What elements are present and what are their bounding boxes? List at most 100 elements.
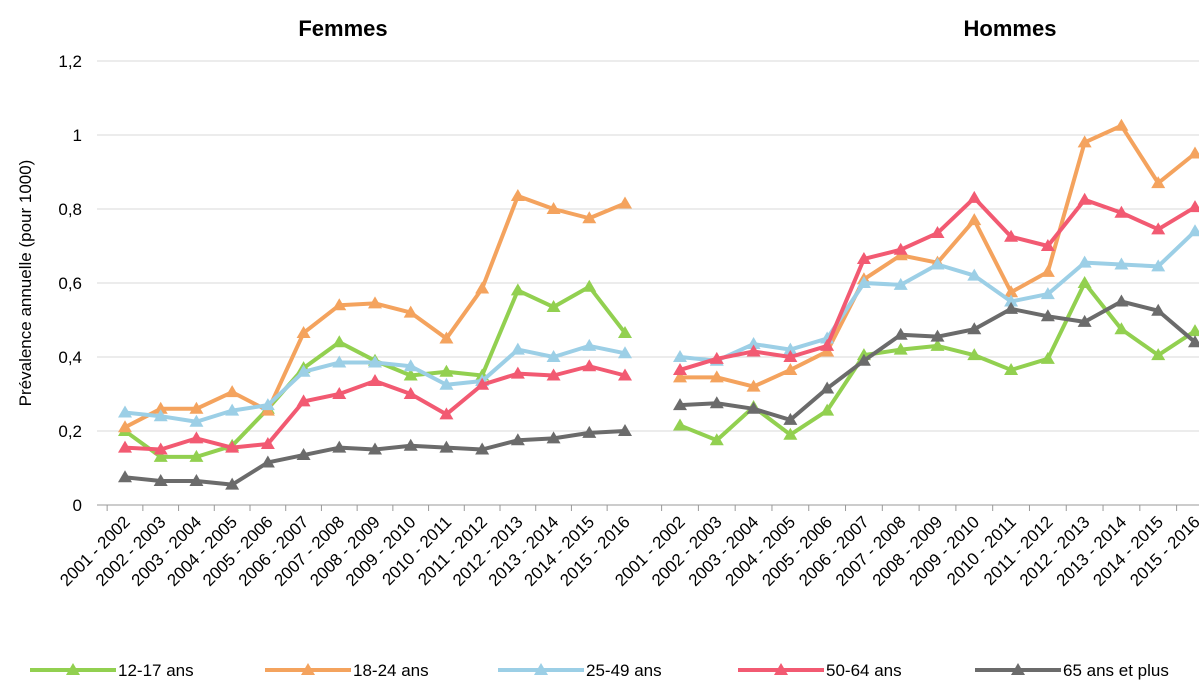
point-marker	[1004, 294, 1019, 307]
point-marker	[118, 470, 132, 483]
legend-label: 12-17 ans	[118, 661, 194, 680]
point-marker	[582, 279, 597, 292]
point-marker	[403, 305, 418, 318]
point-marker	[439, 377, 454, 390]
point-marker	[1004, 229, 1019, 242]
point-marker	[189, 431, 204, 444]
legend-marker	[534, 663, 548, 675]
point-marker	[153, 442, 168, 455]
point-marker	[1040, 264, 1055, 277]
point-marker	[783, 412, 798, 425]
point-marker	[296, 394, 311, 407]
point-marker	[296, 325, 311, 338]
point-marker	[153, 449, 168, 462]
y-tick-label: 1,2	[58, 52, 82, 71]
point-marker	[546, 431, 561, 444]
point-marker	[153, 473, 168, 486]
point-marker	[930, 226, 945, 239]
point-marker	[967, 322, 982, 335]
point-marker	[582, 338, 597, 351]
point-marker	[930, 329, 945, 342]
point-marker	[475, 281, 490, 294]
point-marker	[746, 344, 761, 357]
point-marker	[582, 359, 597, 372]
point-marker	[225, 403, 240, 416]
point-marker	[475, 442, 490, 455]
point-marker	[709, 351, 724, 364]
point-marker	[1188, 224, 1199, 237]
point-marker	[403, 368, 418, 381]
point-marker	[1040, 287, 1055, 300]
point-marker	[189, 401, 204, 414]
point-marker	[153, 409, 168, 422]
point-marker	[118, 420, 132, 433]
y-tick-label: 0,6	[58, 274, 82, 293]
point-marker	[510, 283, 525, 296]
point-marker	[856, 251, 871, 264]
point-marker	[1004, 285, 1019, 298]
point-marker	[582, 211, 597, 224]
point-marker	[746, 337, 761, 350]
series-line	[679, 299, 1197, 422]
point-marker	[510, 189, 525, 202]
point-marker	[1040, 239, 1055, 251]
point-marker	[546, 350, 561, 362]
y-tick-label: 0,2	[58, 422, 82, 441]
point-marker	[332, 298, 347, 311]
point-marker	[1004, 362, 1019, 375]
point-marker	[189, 449, 204, 462]
point-marker	[1188, 335, 1199, 348]
point-marker	[820, 403, 835, 416]
legend-marker	[66, 663, 80, 675]
point-marker	[709, 370, 724, 383]
point-marker	[403, 438, 418, 451]
point-marker	[118, 405, 132, 418]
panel-title: Hommes	[964, 16, 1057, 41]
panel-title: Femmes	[298, 16, 387, 41]
point-marker	[618, 325, 632, 338]
point-marker	[1040, 309, 1055, 322]
point-marker	[856, 353, 871, 366]
point-marker	[709, 433, 724, 446]
point-marker	[153, 401, 168, 414]
point-marker	[856, 276, 871, 288]
point-marker	[260, 436, 275, 449]
point-marker	[1151, 259, 1166, 272]
point-marker	[225, 477, 240, 490]
point-marker	[967, 213, 982, 226]
point-marker	[1004, 301, 1019, 314]
point-marker	[510, 366, 525, 379]
point-marker	[332, 335, 347, 348]
point-marker	[368, 442, 382, 455]
point-marker	[1114, 257, 1129, 270]
point-marker	[930, 338, 945, 351]
point-marker	[296, 364, 311, 377]
point-marker	[893, 277, 908, 290]
y-tick-label: 0	[73, 496, 82, 515]
point-marker	[1114, 118, 1129, 131]
legend-label: 18-24 ans	[353, 661, 429, 680]
y-axis-label: Prévalence annuelle (pour 1000)	[16, 160, 35, 407]
point-marker	[618, 196, 632, 209]
y-tick-label: 0,4	[58, 348, 82, 367]
point-marker	[582, 425, 597, 438]
point-marker	[893, 327, 908, 340]
point-marker	[618, 424, 632, 436]
point-marker	[1188, 146, 1199, 159]
point-marker	[893, 342, 908, 355]
point-marker	[189, 473, 204, 486]
point-marker	[189, 414, 204, 427]
point-marker	[546, 202, 561, 214]
point-marker	[820, 381, 835, 394]
point-marker	[439, 364, 454, 377]
legend-marker	[774, 663, 788, 675]
y-tick-label: 1	[73, 126, 82, 145]
point-marker	[546, 300, 561, 313]
point-marker	[510, 342, 525, 355]
y-tick-label: 0,8	[58, 200, 82, 219]
point-marker	[967, 190, 982, 203]
legend-label: 25-49 ans	[586, 661, 662, 680]
point-marker	[1077, 314, 1092, 327]
point-marker	[332, 355, 347, 368]
